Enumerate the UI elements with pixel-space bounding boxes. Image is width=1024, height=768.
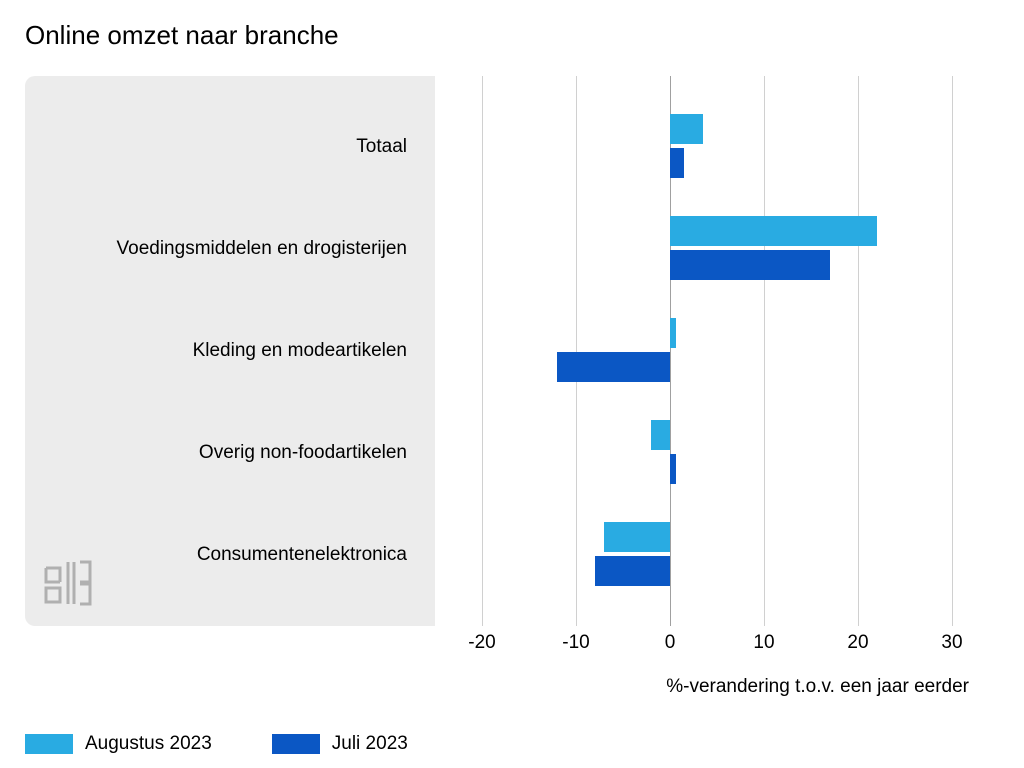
x-tick-label: 30: [941, 632, 962, 654]
bar: [604, 522, 670, 552]
category-label: Totaal: [25, 136, 415, 159]
category-labels-panel: Totaal Voedingsmiddelen en drogisterijen K…: [25, 76, 435, 626]
bar-group: [435, 416, 999, 491]
legend-label: Juli 2023: [332, 733, 408, 755]
x-tick-label: -10: [562, 632, 589, 654]
x-tick-label: 10: [753, 632, 774, 654]
bar: [651, 420, 670, 450]
category-label: Overig non-foodartikelen: [25, 442, 415, 465]
bar: [595, 556, 670, 586]
bars-container: [435, 96, 999, 606]
x-tick-label: 20: [847, 632, 868, 654]
legend-item: Augustus 2023: [25, 733, 212, 755]
legend: Augustus 2023 Juli 2023: [25, 733, 999, 755]
category-label: Kleding en modeartikelen: [25, 340, 415, 363]
bar-group: [435, 518, 999, 593]
bar: [557, 352, 670, 382]
legend-label: Augustus 2023: [85, 733, 212, 755]
legend-swatch: [25, 734, 73, 754]
bar: [670, 250, 830, 280]
chart-title: Online omzet naar branche: [25, 20, 999, 51]
bar-group: [435, 314, 999, 389]
bar: [670, 114, 703, 144]
bar: [670, 216, 877, 246]
plot-area: [435, 76, 999, 626]
x-tick-label: 0: [665, 632, 676, 654]
x-axis: -20 -10 0 10 20 30: [435, 626, 999, 656]
bar: [670, 148, 684, 178]
bar: [670, 318, 676, 348]
x-tick-label: -20: [468, 632, 495, 654]
chart-area: Totaal Voedingsmiddelen en drogisterijen K…: [25, 76, 999, 626]
x-axis-label: %-verandering t.o.v. een jaar eerder: [25, 676, 969, 698]
bar: [670, 454, 676, 484]
bar-group: [435, 110, 999, 185]
legend-swatch: [272, 734, 320, 754]
category-label: Voedingsmiddelen en drogisterijen: [25, 238, 415, 261]
legend-item: Juli 2023: [272, 733, 408, 755]
cbs-logo-icon: [43, 558, 93, 608]
bar-group: [435, 212, 999, 287]
